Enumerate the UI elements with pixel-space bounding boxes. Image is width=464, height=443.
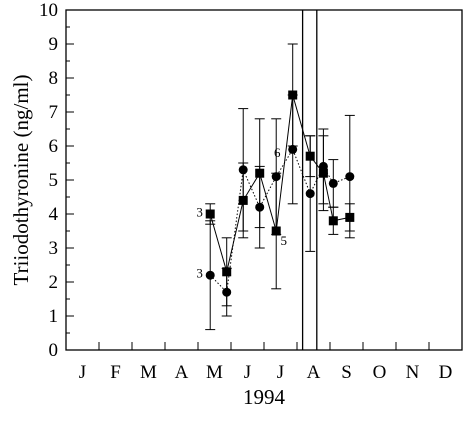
plot-border [65,9,463,351]
y-tick-label: 4 [49,204,59,225]
x-tick-label: M [140,362,157,383]
x-tick-label: J [277,362,284,383]
y-tick-label: 0 [49,340,59,361]
y-axis-title: Triiodothyronine (ng/ml) [9,75,33,286]
data-point-circle [345,172,355,182]
sample-size-label: 6 [274,145,281,160]
y-tick-label: 6 [49,136,59,157]
x-tick-label: J [244,362,251,383]
data-point-circle [318,161,328,171]
y-tick-label: 9 [49,34,59,55]
data-point-circle [328,178,338,188]
data-point-circle [288,144,298,154]
x-tick-label: A [175,362,189,383]
y-tick-label: 1 [49,306,59,327]
data-point-circle [255,202,265,212]
sample-size-label: 3 [196,204,203,219]
x-tick-label: J [79,362,86,383]
series-layer [205,43,355,331]
y-axis: 0 1 2 3 4 5 6 7 8 9 10 [39,0,74,361]
annotations: 3 3 6 5 [196,145,287,281]
y-tick-label: 7 [49,102,59,123]
series-line [209,148,350,294]
data-point-square [205,209,215,219]
data-point-circle [305,189,315,199]
x-tick-label: D [439,362,453,383]
data-point-circle [222,287,232,297]
data-point-circle [238,165,248,175]
series-circles [205,94,355,331]
x-tick-label: F [110,362,121,383]
x-tick-label: N [406,362,420,383]
y-tick-label: 2 [49,272,59,293]
data-point-circle [271,172,281,182]
x-axis-title: 1994 [243,385,286,409]
vertical-reference-lines [301,10,318,350]
y-tick-label: 8 [49,68,59,89]
y-tick-label: 10 [39,0,58,21]
x-tick-label: A [307,362,321,383]
sample-size-label: 3 [196,266,203,281]
data-point-circle [205,270,215,280]
x-tick-label: M [206,362,223,383]
plot-frame [65,9,463,351]
sample-size-label: 5 [281,233,288,248]
x-tick-label: S [341,362,352,383]
y-tick-label: 3 [49,238,59,259]
data-point-square [328,216,338,226]
y-tick-label: 5 [49,170,59,191]
x-tick-label: O [373,362,387,383]
